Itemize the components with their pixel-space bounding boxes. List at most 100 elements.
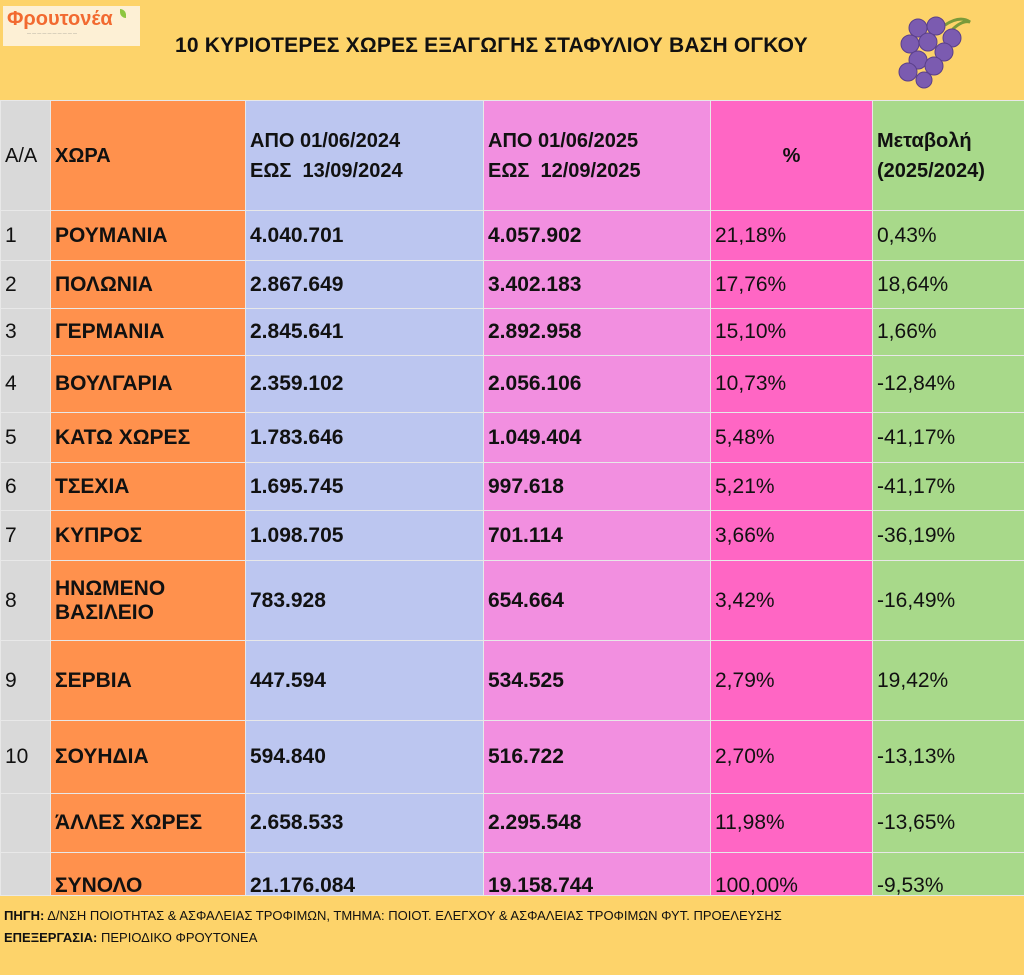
cell-country: ΠΟΛΩΝΙΑ (50, 260, 246, 309)
cell-v2024: 2.845.641 (245, 308, 484, 356)
table-row: 10 ΣΟΥΗΔΙΑ 594.840 516.722 2,70% -13,13% (0, 720, 1024, 794)
grape-export-table: Α/Α ΧΩΡΑ ΑΠΟ 01/06/2024 ΕΩΣ 13/09/2024 ΑΠ… (0, 100, 1024, 896)
cell-v2025: 1.049.404 (483, 412, 711, 463)
frutonea-logo: Φρουτονέα — — — — — — — — — — (3, 6, 140, 46)
table-row: 2 ΠΟΛΩΝΙΑ 2.867.649 3.402.183 17,76% 18,64% (0, 260, 1024, 309)
logo-text: Φρουτονέα (7, 8, 113, 30)
table-row: 8 ΗΝΩΜΕΝΟ ΒΑΣΙΛΕΙΟ 783.928 654.664 3,42% -16,… (0, 560, 1024, 641)
header-2025-to: ΕΩΣ 12/09/2025 (488, 159, 641, 182)
cell-country: ΣΕΡΒΙΑ (50, 640, 246, 721)
cell-v2025: 4.057.902 (483, 210, 711, 261)
cell-chg: -12,84% (872, 355, 1024, 413)
cell-pct: 5,21% (710, 462, 873, 511)
cell-v2025: 997.618 (483, 462, 711, 511)
cell-pct: 100,00% (710, 852, 873, 896)
cell-chg: 18,64% (872, 260, 1024, 309)
header-period-2025: ΑΠΟ 01/06/2025 ΕΩΣ 12/09/2025 (483, 100, 711, 211)
cell-pct: 2,79% (710, 640, 873, 721)
cell-chg: -9,53% (872, 852, 1024, 896)
cell-aa: 10 (0, 720, 51, 794)
cell-aa: 4 (0, 355, 51, 413)
table-row: 3 ΓΕΡΜΑΝΙΑ 2.845.641 2.892.958 15,10% 1,66% (0, 308, 1024, 356)
cell-v2025: 2.892.958 (483, 308, 711, 356)
cell-v2025: 2.295.548 (483, 793, 711, 853)
cell-aa (0, 793, 51, 853)
page-title: 10 ΚΥΡΙΟΤΕΡΕΣ ΧΩΡΕΣ ΕΞΑΓΩΓΗΣ ΣΤΑΦΥΛΙΟΥ Β… (175, 34, 808, 57)
header-change: Μεταβολή (2025/2024) (872, 100, 1024, 211)
cell-country: ΡΟΥΜΑΝΙΑ (50, 210, 246, 261)
header-2024-from: ΑΠΟ 01/06/2024 (250, 129, 401, 152)
leaf-icon (120, 9, 126, 18)
cell-aa: 8 (0, 560, 51, 641)
cell-chg: -36,19% (872, 510, 1024, 561)
table-header-row: Α/Α ΧΩΡΑ ΑΠΟ 01/06/2024 ΕΩΣ 13/09/2024 ΑΠ… (0, 100, 1024, 211)
logo-tagline: — — — — — — — — — — (27, 30, 78, 35)
cell-v2024: 2.359.102 (245, 355, 484, 413)
cell-chg: 0,43% (872, 210, 1024, 261)
cell-v2025: 534.525 (483, 640, 711, 721)
cell-v2024: 4.040.701 (245, 210, 484, 261)
table-row: 4 ΒΟΥΛΓΑΡΙΑ 2.359.102 2.056.106 10,73% -12,84… (0, 355, 1024, 413)
cell-chg: 19,42% (872, 640, 1024, 721)
cell-country: ΒΟΥΛΓΑΡΙΑ (50, 355, 246, 413)
cell-pct: 15,10% (710, 308, 873, 356)
processing-text: ΠΕΡΙΟΔΙΚΟ ΦΡΟΥΤΟΝΕΑ (97, 930, 258, 945)
source-label: ΠΗΓΗ: (4, 908, 45, 923)
cell-pct: 11,98% (710, 793, 873, 853)
cell-pct: 3,66% (710, 510, 873, 561)
cell-v2025: 654.664 (483, 560, 711, 641)
cell-aa (0, 852, 51, 896)
cell-pct: 5,48% (710, 412, 873, 463)
cell-country: ΣΟΥΗΔΙΑ (50, 720, 246, 794)
cell-aa: 3 (0, 308, 51, 356)
cell-v2025: 3.402.183 (483, 260, 711, 309)
cell-v2024: 1.098.705 (245, 510, 484, 561)
header-2025-from: ΑΠΟ 01/06/2025 (488, 129, 639, 152)
header-change-l1: Μεταβολή (877, 129, 972, 152)
cell-v2024: 783.928 (245, 560, 484, 641)
grapes-icon (898, 16, 971, 89)
processing-note: ΕΠΕΞΕΡΓΑΣΙΑ: ΠΕΡΙΟΔΙΚΟ ΦΡΟΥΤΟΝΕΑ (4, 927, 782, 949)
total-row: ΣΥΝΟΛΟ 21.176.084 19.158.744 100,00% -9,53% (0, 852, 1024, 896)
cell-chg: -16,49% (872, 560, 1024, 641)
cell-country: ΓΕΡΜΑΝΙΑ (50, 308, 246, 356)
cell-chg: -41,17% (872, 462, 1024, 511)
footer-notes: ΠΗΓΗ: Δ/ΝΣΗ ΠΟΙΟΤΗΤΑΣ & ΑΣΦΑΛΕΙΑΣ ΤΡΟΦΙΜ… (4, 905, 782, 949)
header-change-l2: (2025/2024) (877, 159, 985, 182)
cell-country: ΚΑΤΩ ΧΩΡΕΣ (50, 412, 246, 463)
cell-pct: 10,73% (710, 355, 873, 413)
cell-v2024: 447.594 (245, 640, 484, 721)
cell-chg: 1,66% (872, 308, 1024, 356)
cell-v2024: 1.783.646 (245, 412, 484, 463)
cell-v2024: 2.658.533 (245, 793, 484, 853)
header-pct: % (710, 100, 873, 211)
cell-country: ΆΛΛΕΣ ΧΩΡΕΣ (50, 793, 246, 853)
header-2024-to: ΕΩΣ 13/09/2024 (250, 159, 403, 182)
table-row: 7 ΚΥΠΡΟΣ 1.098.705 701.114 3,66% -36,19% (0, 510, 1024, 561)
header-period-2024: ΑΠΟ 01/06/2024 ΕΩΣ 13/09/2024 (245, 100, 484, 211)
cell-country: ΚΥΠΡΟΣ (50, 510, 246, 561)
table-row: ΆΛΛΕΣ ΧΩΡΕΣ 2.658.533 2.295.548 11,98% -13,6… (0, 793, 1024, 853)
cell-aa: 9 (0, 640, 51, 721)
cell-v2025: 19.158.744 (483, 852, 711, 896)
cell-pct: 3,42% (710, 560, 873, 641)
cell-v2025: 2.056.106 (483, 355, 711, 413)
cell-chg: -13,13% (872, 720, 1024, 794)
source-note: ΠΗΓΗ: Δ/ΝΣΗ ΠΟΙΟΤΗΤΑΣ & ΑΣΦΑΛΕΙΑΣ ΤΡΟΦΙΜ… (4, 905, 782, 927)
cell-country: ΤΣΕΧΙΑ (50, 462, 246, 511)
table-row: 5 ΚΑΤΩ ΧΩΡΕΣ 1.783.646 1.049.404 5,48% -41,17… (0, 412, 1024, 463)
table-row: 6 ΤΣΕΧΙΑ 1.695.745 997.618 5,21% -41,17% (0, 462, 1024, 511)
cell-pct: 17,76% (710, 260, 873, 309)
processing-label: ΕΠΕΞΕΡΓΑΣΙΑ: (4, 930, 98, 945)
cell-aa: 5 (0, 412, 51, 463)
cell-v2025: 701.114 (483, 510, 711, 561)
cell-aa: 7 (0, 510, 51, 561)
cell-aa: 6 (0, 462, 51, 511)
cell-aa: 2 (0, 260, 51, 309)
source-text: Δ/ΝΣΗ ΠΟΙΟΤΗΤΑΣ & ΑΣΦΑΛΕΙΑΣ ΤΡΟΦΙΜΩΝ, ΤΜ… (44, 908, 782, 923)
cell-v2024: 594.840 (245, 720, 484, 794)
cell-v2024: 21.176.084 (245, 852, 484, 896)
cell-pct: 2,70% (710, 720, 873, 794)
cell-pct: 21,18% (710, 210, 873, 261)
cell-aa: 1 (0, 210, 51, 261)
